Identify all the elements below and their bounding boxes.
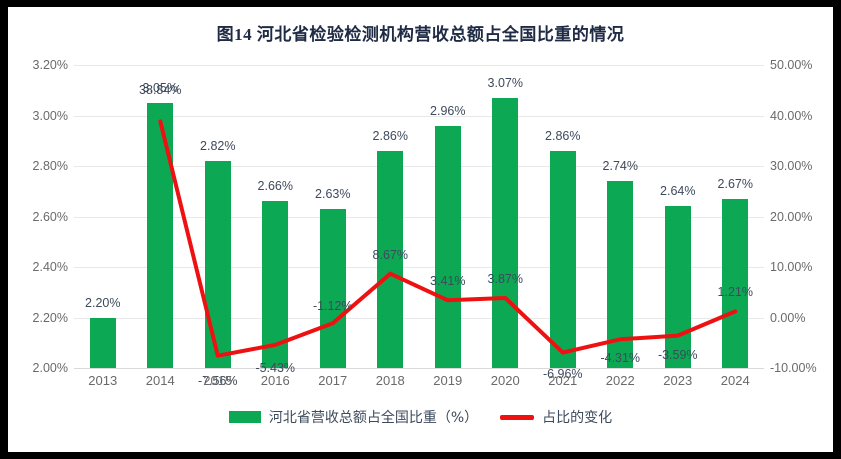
bar-label: 2.86% [372, 128, 408, 143]
x-tick: 2018 [375, 373, 405, 388]
line-path [158, 119, 738, 358]
bar-label: 2.20% [85, 295, 121, 310]
line-label: 38.84% [139, 83, 182, 98]
plot-area: 2.00% 2.20% 2.40% 2.60% 2.80% 3.00% 3.20% -10.… [33, 58, 817, 388]
legend-line-swatch-icon [500, 414, 535, 420]
x-tick: 2016 [260, 373, 290, 388]
bar [377, 150, 404, 368]
bar-label: 2.86% [545, 128, 581, 143]
legend-line-label: 占比的变化 [542, 410, 613, 426]
bar-label: 2.64% [660, 184, 696, 199]
bar [434, 125, 461, 368]
y-tick-left: 3.20% [32, 58, 68, 72]
gridline [74, 267, 764, 268]
x-tick: 2024 [720, 373, 750, 388]
gridline [74, 368, 764, 369]
chart-title: 图14 河北省检验检测机构营收总额占全国比重的情况 [216, 25, 625, 44]
bar-label: 2.67% [717, 176, 753, 191]
y-tick-left: 2.80% [32, 159, 68, 173]
bar-label: 3.05% [142, 80, 178, 95]
gridline [74, 65, 764, 66]
gridline [74, 317, 764, 319]
x-tick: 2020 [490, 373, 520, 388]
y-tick-left: 2.60% [32, 209, 68, 224]
line-label: 1.21% [717, 285, 753, 300]
bar-label: 3.07% [487, 75, 523, 90]
y-tick-right: 30.00% [770, 159, 813, 173]
gridline [74, 115, 764, 117]
gridline [74, 216, 764, 218]
x-tick: 2013 [88, 373, 118, 388]
bar-label: 2.74% [602, 159, 638, 174]
x-tick: 2014 [145, 373, 175, 388]
y-tick-left: 2.00% [32, 361, 68, 375]
bar-label: 2.63% [315, 186, 351, 201]
line-series [158, 119, 738, 358]
line-label: -5.43% [255, 360, 296, 375]
legend-bar-swatch-icon [228, 411, 261, 423]
line-label: -7.56% [197, 373, 238, 388]
y-tick-left: 2.40% [32, 260, 68, 274]
bar [204, 160, 231, 368]
y-tick-right: 50.00% [770, 58, 813, 72]
line-label: -6.96% [542, 366, 583, 381]
bar-label: 2.96% [430, 103, 466, 118]
x-tick: 2015 [203, 373, 233, 388]
bar [147, 102, 174, 368]
legend-bar-label: 河北省营收总额占全国比重（%） [268, 410, 479, 426]
x-tick: 2022 [605, 373, 635, 388]
x-tick: 2023 [663, 373, 693, 388]
y-tick-right: 40.00% [770, 108, 813, 123]
gridline [74, 166, 764, 167]
legend-item-bar: 河北省营收总额占全国比重（%） [228, 407, 479, 427]
legend-item-line: 占比的变化 [500, 407, 612, 427]
line-label: 8.67% [372, 247, 408, 262]
chart-legend: 河北省营收总额占全国比重（%） 占比的变化 [8, 407, 833, 427]
x-tick: 2019 [433, 373, 463, 388]
bar [549, 150, 576, 368]
bar [319, 208, 346, 368]
bar [722, 198, 749, 368]
y-tick-right: 0.00% [770, 310, 806, 325]
line-label: -4.31% [600, 351, 641, 366]
x-tick: 2021 [548, 373, 578, 388]
y-tick-left: 3.00% [32, 108, 68, 123]
line-label: 3.41% [430, 274, 466, 289]
line-label: -3.59% [657, 347, 698, 362]
bar-label: 2.82% [200, 138, 236, 153]
bar [89, 317, 116, 368]
bar-label: 2.66% [257, 179, 293, 194]
line-label: 3.87% [487, 271, 523, 286]
y-tick-right: -10.00% [770, 361, 817, 375]
x-tick: 2017 [318, 373, 348, 388]
chart-canvas: 图14 河北省检验检测机构营收总额占全国比重的情况 2.00% 2.20% 2.40… [8, 7, 833, 452]
line-label: -1.12% [312, 299, 353, 314]
bar [492, 97, 519, 368]
y-tick-right: 10.00% [770, 260, 813, 274]
y-tick-left: 2.20% [32, 310, 68, 325]
bar [664, 206, 691, 368]
y-tick-right: 20.00% [770, 209, 813, 224]
